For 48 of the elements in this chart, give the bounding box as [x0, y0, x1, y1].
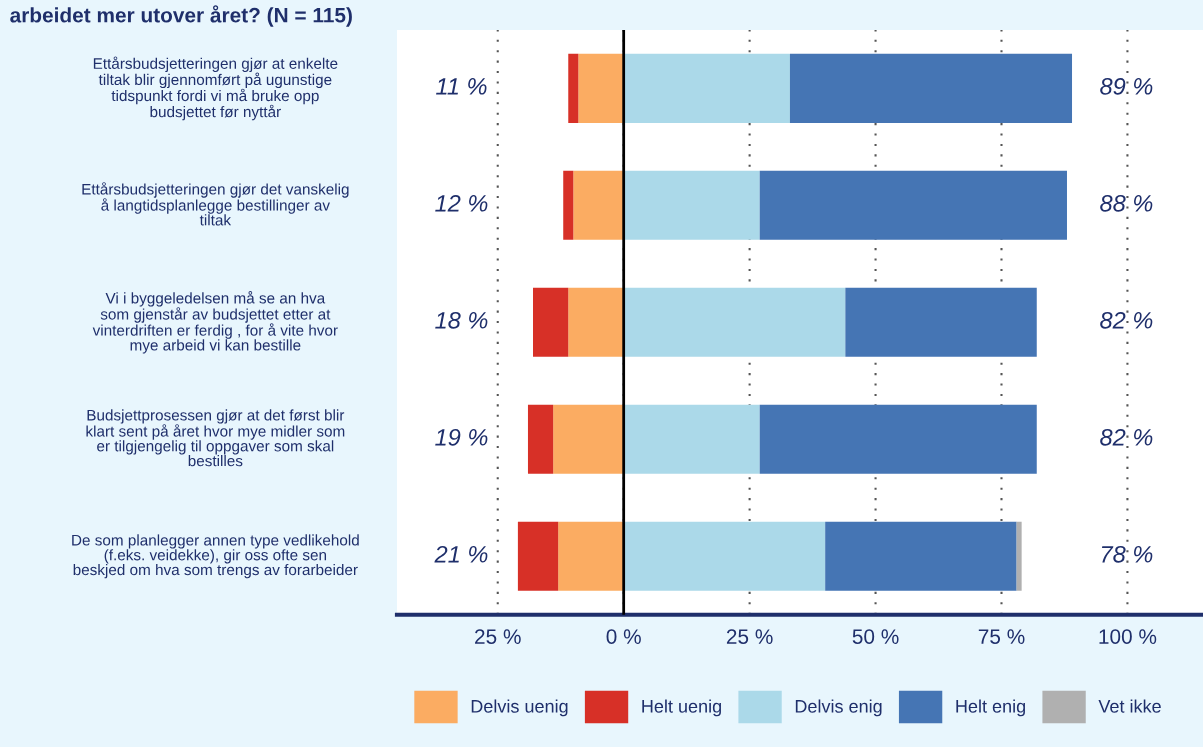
bar [845, 287, 1037, 357]
x-tick-label: 0 % [606, 629, 641, 644]
bar [568, 53, 579, 123]
bar [623, 404, 760, 474]
y-tick-label: Budsjettprosessen gjør at det først blir klart sent på året hvor mye midler som er tilgjengelig til oppgaver som skal bestilles [86, 409, 345, 467]
legend-label: Vet ikke [1098, 699, 1161, 713]
bar [573, 170, 624, 240]
bar [825, 521, 1017, 591]
x-tick-label: 100 % [1099, 629, 1157, 644]
annotation: 82 % [1100, 311, 1153, 329]
bar [558, 521, 624, 591]
y-tick-label: Ettårsbudsjetteringen gjør det vanskelig å langtidsplanlegge bestillinger av tiltak [82, 182, 349, 226]
bar [533, 287, 569, 357]
bar [527, 404, 554, 474]
legend-label: Delvis uenig [471, 699, 568, 717]
bar [623, 287, 846, 357]
annotation: 11 % [436, 78, 487, 95]
y-tick-label: Vi i byggeledelsen må se an hva som gjenstår av budsjettet etter at vinterdriften er ferdig , for å vite hvor mye arbeid vi kan bestille [92, 291, 338, 354]
x-tick-label: 25 % [475, 629, 521, 644]
annotation: 89 % [1100, 77, 1153, 95]
bar [568, 287, 624, 357]
bar [578, 53, 624, 123]
x-tick-label: 50 % [852, 629, 899, 644]
annotation: 19 % [435, 428, 488, 446]
annotation: 78 % [1101, 545, 1153, 563]
legend-label: Helt enig [956, 699, 1025, 717]
annotation: 88 % [1100, 194, 1153, 212]
x-tick-label: 75 % [978, 629, 1025, 644]
bar [623, 170, 760, 240]
legend-label: Delvis enig [795, 699, 882, 717]
bar [759, 404, 1037, 474]
bar [563, 170, 574, 240]
text: arbeidet mer utover året? (N = 115) [10, 5, 352, 27]
y-tick-label: De som planlegger annen type vedlikehold (f.eks. veidekke), gir oss ofte sen beskjed om hva som trengs av forarbeider [72, 534, 359, 579]
annotation: 21 % [434, 545, 488, 563]
legend-label: Helt uenig [642, 699, 721, 717]
x-tick-label: 25 % [726, 629, 773, 644]
bar [759, 170, 1067, 240]
bar [517, 521, 559, 591]
bar [1016, 521, 1022, 591]
annotation: 12 % [435, 194, 488, 212]
y-tick-label: Ettårsbudsjetteringen gjør at enkelte tiltak blir gjennomført på ugunstige tidspunkt fordi vi må bruke opp budsjettet før nyttår [93, 56, 338, 121]
bar [553, 404, 624, 474]
bar [789, 53, 1073, 123]
annotation: 18 % [435, 311, 488, 329]
bar [623, 521, 826, 591]
annotation: 82 % [1100, 428, 1153, 446]
bar [623, 53, 790, 123]
